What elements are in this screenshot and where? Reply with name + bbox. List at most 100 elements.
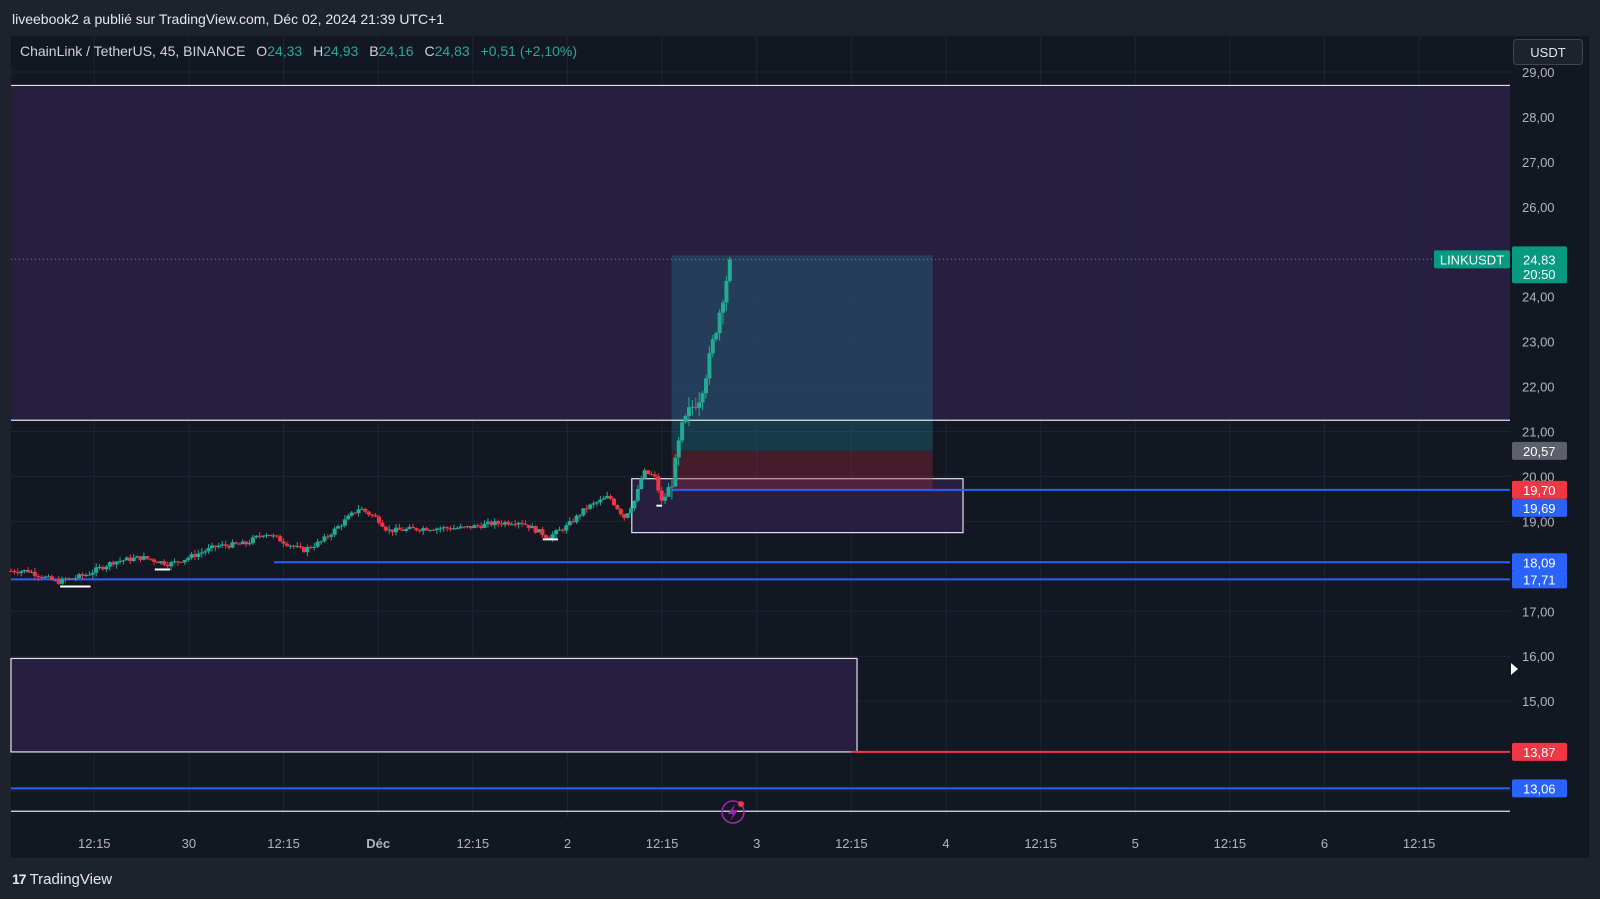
close-value: 24,83 bbox=[434, 43, 470, 59]
candle-body bbox=[250, 537, 255, 544]
price-tag bbox=[1512, 498, 1567, 517]
top-bar: liveebook2 a publié sur TradingView.com,… bbox=[0, 0, 1600, 36]
candle-body bbox=[192, 554, 197, 557]
candle-body bbox=[680, 422, 685, 441]
candle-body bbox=[295, 545, 300, 547]
candle-body bbox=[625, 513, 630, 518]
zone-box-1 bbox=[631, 478, 964, 534]
candle-body bbox=[520, 522, 525, 524]
symbol-tag bbox=[1434, 250, 1510, 269]
candle-body bbox=[646, 470, 651, 474]
chart-svg[interactable]: 29,0028,0027,0026,0025,0024,0023,0022,00… bbox=[0, 0, 1600, 858]
axis-arrow-icon[interactable] bbox=[1511, 663, 1518, 675]
candle-body bbox=[114, 561, 119, 565]
candle-body bbox=[97, 566, 102, 568]
high-value: 24,93 bbox=[323, 43, 359, 59]
candle-body bbox=[721, 302, 726, 313]
candle-body bbox=[537, 529, 542, 533]
candle-body bbox=[274, 535, 279, 537]
time-tick-label: 12:15 bbox=[1403, 836, 1436, 851]
tradingview-logo[interactable]: 17 TradingView bbox=[12, 871, 112, 888]
time-tick-label: 12:15 bbox=[1024, 836, 1057, 851]
candle-body bbox=[693, 406, 698, 408]
price-tick-label: 21,00 bbox=[1522, 424, 1555, 439]
candle-body bbox=[560, 529, 565, 531]
candle-body bbox=[533, 526, 538, 533]
candle-body bbox=[49, 576, 54, 581]
time-tick-label: Déc bbox=[366, 836, 390, 851]
candle-body bbox=[465, 526, 470, 528]
candle-body bbox=[291, 545, 296, 547]
candle-body bbox=[223, 544, 228, 546]
time-tick-label: 30 bbox=[182, 836, 196, 851]
candle-body bbox=[584, 508, 589, 510]
time-tick-label: 12:15 bbox=[835, 836, 868, 851]
candle-body bbox=[169, 562, 174, 567]
candle-body bbox=[118, 560, 123, 562]
symbol-name: ChainLink / TetherUS, 45, BINANCE bbox=[20, 43, 246, 59]
candle-body bbox=[22, 569, 27, 572]
candle-body bbox=[230, 542, 235, 548]
candle-body bbox=[673, 457, 678, 487]
candle-body bbox=[305, 547, 310, 553]
candle-body bbox=[703, 378, 708, 394]
candle-body bbox=[686, 407, 691, 416]
candle-body bbox=[189, 554, 194, 558]
price-tick-label: 23,00 bbox=[1522, 335, 1555, 350]
lightning-icon[interactable] bbox=[721, 800, 745, 824]
candle-body bbox=[622, 514, 627, 518]
price-tick-label: 26,00 bbox=[1522, 200, 1555, 215]
candle-body bbox=[448, 528, 453, 530]
candle-body bbox=[724, 280, 729, 303]
candle-body bbox=[564, 525, 569, 531]
candle-body bbox=[615, 505, 620, 510]
time-tick-label: 12:15 bbox=[1214, 836, 1247, 851]
candle-body bbox=[46, 576, 51, 578]
candle-body bbox=[233, 542, 238, 544]
candle-body bbox=[697, 402, 702, 408]
candle-body bbox=[642, 470, 647, 479]
candle-body bbox=[60, 578, 65, 584]
candle-layer bbox=[9, 256, 732, 585]
candle-body bbox=[100, 566, 105, 570]
time-tick-label: 12:15 bbox=[78, 836, 111, 851]
low-label: B bbox=[369, 43, 379, 59]
time-tick-label: 2 bbox=[564, 836, 571, 851]
candle-body bbox=[73, 577, 78, 579]
time-tick-label: 12:15 bbox=[646, 836, 679, 851]
candle-body bbox=[366, 511, 371, 515]
candle-body bbox=[237, 543, 242, 545]
price-tag bbox=[1512, 265, 1567, 284]
candle-body bbox=[346, 515, 351, 520]
candle-body bbox=[39, 576, 44, 578]
candle-body bbox=[554, 530, 559, 535]
change-value: +0,51 (+2,10%) bbox=[480, 43, 578, 59]
candle-body bbox=[332, 528, 337, 535]
candle-body bbox=[417, 530, 422, 532]
candle-body bbox=[612, 498, 617, 506]
candle-body bbox=[700, 393, 705, 403]
candle-body bbox=[451, 528, 456, 530]
candle-body bbox=[104, 566, 109, 570]
candle-body bbox=[431, 530, 436, 532]
candle-body bbox=[540, 529, 545, 536]
candle-body bbox=[141, 556, 146, 560]
candle-body bbox=[111, 562, 116, 565]
price-tag bbox=[1512, 250, 1567, 269]
candle-body bbox=[370, 514, 375, 516]
candle-body bbox=[339, 525, 344, 527]
time-tick-label: 6 bbox=[1321, 836, 1328, 851]
candle-body bbox=[152, 559, 157, 562]
currency-button[interactable]: USDT bbox=[1513, 39, 1583, 65]
price-tag bbox=[1512, 779, 1567, 798]
candle-body bbox=[441, 527, 446, 529]
candle-body bbox=[322, 536, 327, 542]
candle-body bbox=[676, 440, 681, 458]
candle-body bbox=[356, 509, 361, 513]
candle-body bbox=[288, 545, 293, 547]
candle-body bbox=[547, 537, 552, 539]
price-tag bbox=[1512, 570, 1567, 589]
candle-body bbox=[124, 557, 129, 561]
candle-body bbox=[90, 572, 95, 575]
candle-body bbox=[710, 339, 715, 354]
